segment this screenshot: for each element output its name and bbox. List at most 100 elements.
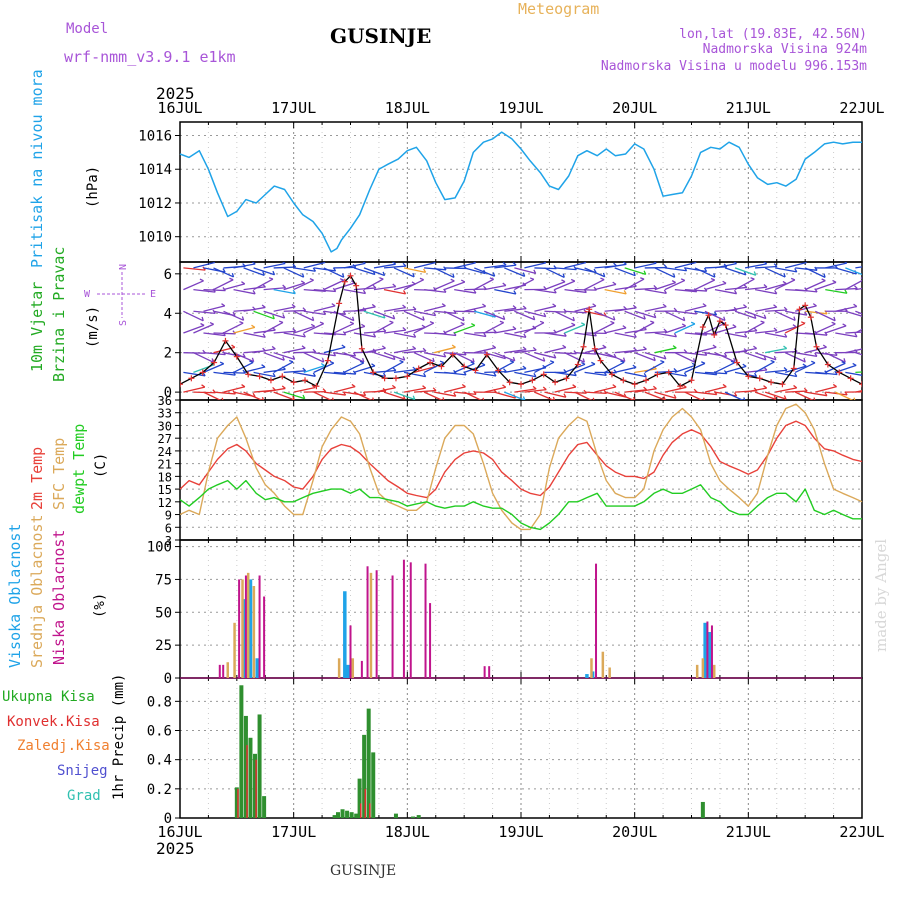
wind-barb-head — [804, 311, 808, 316]
wind-barb-head — [312, 372, 316, 377]
wind-barb-head — [703, 267, 708, 272]
wind-barb — [855, 328, 862, 334]
wind-barb-head — [844, 262, 848, 264]
precip-bar — [364, 788, 367, 818]
wind-barb-head — [351, 316, 355, 321]
cloud-bar — [241, 579, 244, 678]
wind-barb — [504, 332, 527, 338]
wind-barb — [433, 280, 455, 291]
wind-barb-head — [493, 372, 497, 377]
wind-barb — [373, 387, 396, 393]
wind-barb-head — [763, 284, 768, 288]
cloud-bar — [369, 572, 373, 678]
date-label-top: 19JUL — [498, 99, 543, 117]
wind-barb-head — [323, 262, 326, 264]
wind-barb-head — [251, 262, 256, 265]
wind-barb-head — [382, 372, 387, 377]
wind-barb-head — [252, 392, 256, 397]
wind-barb-head — [533, 372, 537, 378]
wind-barb — [554, 386, 577, 393]
wind-barb — [584, 278, 605, 291]
wind-barb-head — [332, 352, 337, 357]
precip-bar — [393, 813, 398, 818]
wind-barb-head — [673, 307, 678, 312]
wind-barb-head — [389, 320, 394, 324]
wind-barb — [293, 351, 316, 354]
wind-barb — [845, 371, 862, 376]
wind-barb — [504, 307, 527, 312]
wind-barb — [363, 310, 386, 319]
cloud-bar — [695, 664, 699, 678]
wind-barb — [343, 262, 366, 269]
wind-barb-head — [453, 392, 457, 397]
cloud-bar — [366, 566, 369, 678]
wind-barb — [584, 391, 607, 395]
wind-barb — [814, 323, 836, 334]
cloud-bar — [360, 660, 363, 678]
wind-barb — [845, 310, 862, 317]
wind-barb-head — [610, 320, 615, 324]
wind-barb-head — [620, 360, 625, 363]
wind-barb — [634, 368, 657, 374]
wind-barb-head — [302, 367, 307, 372]
wind-barb — [694, 371, 717, 376]
date-label-bottom: 21JUL — [726, 823, 771, 841]
elevation-label: Nadmorska Visina 924m — [703, 42, 868, 57]
wind-barb — [694, 279, 715, 291]
wind-barb-head — [402, 356, 406, 361]
wind-barb-head — [794, 372, 798, 377]
wind-barb — [805, 391, 828, 397]
wind-barb — [433, 346, 456, 354]
wind-barb-head — [489, 277, 494, 280]
y-tick-label: 36 — [158, 394, 172, 408]
wind-barb-head — [281, 385, 286, 389]
wind-barb-head — [573, 371, 577, 376]
wind-marks — [180, 262, 868, 400]
wind-barb — [293, 267, 316, 272]
wind-barb-head — [784, 333, 788, 338]
wind-barb-head — [339, 278, 344, 281]
wind-barb — [363, 347, 386, 354]
wind-barb-head — [482, 397, 485, 400]
wind-barb-head — [865, 329, 868, 332]
wind-barb — [363, 267, 385, 277]
wind-barb-head — [733, 357, 736, 363]
wind-barb — [524, 310, 546, 318]
wind-barb-head — [211, 358, 214, 363]
precip-bar — [243, 715, 248, 818]
wind-barb-head — [201, 316, 204, 321]
wind-barb-head — [572, 316, 575, 322]
wind-barb-head — [733, 289, 738, 295]
wind-barb — [434, 332, 457, 337]
wind-barb-head — [693, 388, 698, 393]
wind-barb — [243, 267, 265, 276]
wind-barb-head — [460, 279, 466, 283]
precip-bar — [362, 734, 367, 818]
wind-barb — [464, 267, 486, 275]
wind-barb — [293, 279, 314, 291]
cloud-bar — [375, 570, 378, 678]
wind-barb — [494, 352, 515, 362]
wind-barb — [343, 325, 366, 334]
wind-barb-head — [811, 360, 816, 364]
wind-barb — [213, 279, 234, 291]
wind-barb — [263, 262, 286, 269]
wind-barb-head — [580, 322, 586, 326]
wind-barb — [223, 386, 246, 393]
wind-barb-head — [232, 311, 236, 316]
wind-barb — [283, 370, 306, 374]
wind-barb — [624, 328, 647, 334]
wind-barb-head — [262, 333, 266, 338]
precip-bar — [416, 815, 421, 818]
wind-barb — [223, 283, 245, 291]
wind-barb-head — [282, 262, 286, 265]
wind-barb-head — [292, 328, 297, 332]
wind-barb — [343, 362, 365, 373]
date-label-bottom: 20JUL — [612, 823, 657, 841]
wind-barb — [363, 371, 386, 378]
wind-barb — [654, 347, 677, 354]
wind-barb-head — [865, 389, 868, 392]
wind-barb — [444, 371, 467, 376]
wind-barb — [594, 322, 615, 334]
wind-barb-head — [701, 361, 706, 364]
